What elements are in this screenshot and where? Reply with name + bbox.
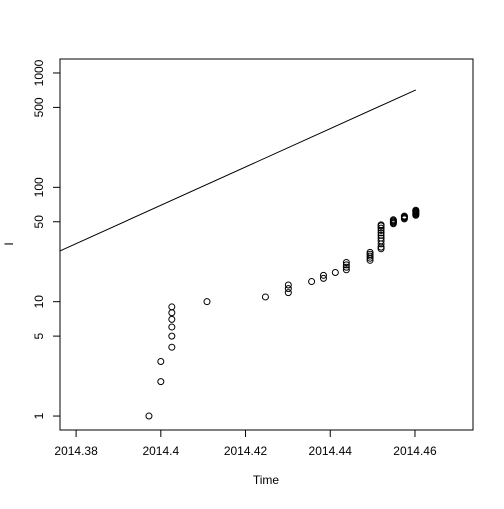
point (168, 303, 176, 311)
point (377, 229, 385, 237)
x-tick-label: 2014.38 (54, 444, 98, 458)
point (389, 216, 397, 224)
point (377, 231, 385, 239)
x-tick-label: 2014.42 (224, 444, 268, 458)
point (145, 412, 153, 420)
point (284, 289, 292, 297)
line (59, 89, 417, 252)
point (168, 315, 176, 323)
y-tick-label: 500 (32, 97, 46, 117)
x-tick-label: 2014.46 (393, 444, 437, 458)
x-tick-label: 2014.4 (142, 444, 179, 458)
point (308, 278, 316, 286)
y-axis-title: I (2, 242, 16, 245)
point (331, 268, 339, 276)
point (168, 309, 176, 317)
point (168, 332, 176, 340)
x-tick-label: 2014.44 (309, 444, 353, 458)
point (319, 271, 327, 279)
point (366, 252, 374, 260)
point (342, 266, 350, 274)
point (377, 234, 385, 242)
point (284, 281, 292, 289)
point (284, 285, 292, 293)
point (377, 224, 385, 232)
point (203, 298, 211, 306)
point (366, 248, 374, 256)
point (319, 274, 327, 282)
y-tick-label: 5 (32, 332, 46, 339)
point (157, 378, 165, 386)
y-tick-label: 100 (32, 177, 46, 197)
x-axis-title: Time (253, 473, 280, 487)
point (168, 343, 176, 351)
point (400, 212, 408, 220)
point (342, 261, 350, 269)
point (412, 206, 420, 214)
point (342, 259, 350, 267)
point (168, 323, 176, 331)
y-tick-label: 10 (32, 295, 46, 309)
point (157, 357, 165, 365)
point (377, 221, 385, 229)
point (261, 293, 269, 301)
y-tick-label: 50 (32, 215, 46, 229)
plot-box (59, 58, 474, 431)
point (366, 250, 374, 258)
y-tick-label: 1000 (32, 59, 46, 86)
y-tick-label: 1 (32, 412, 46, 419)
point (342, 263, 350, 271)
